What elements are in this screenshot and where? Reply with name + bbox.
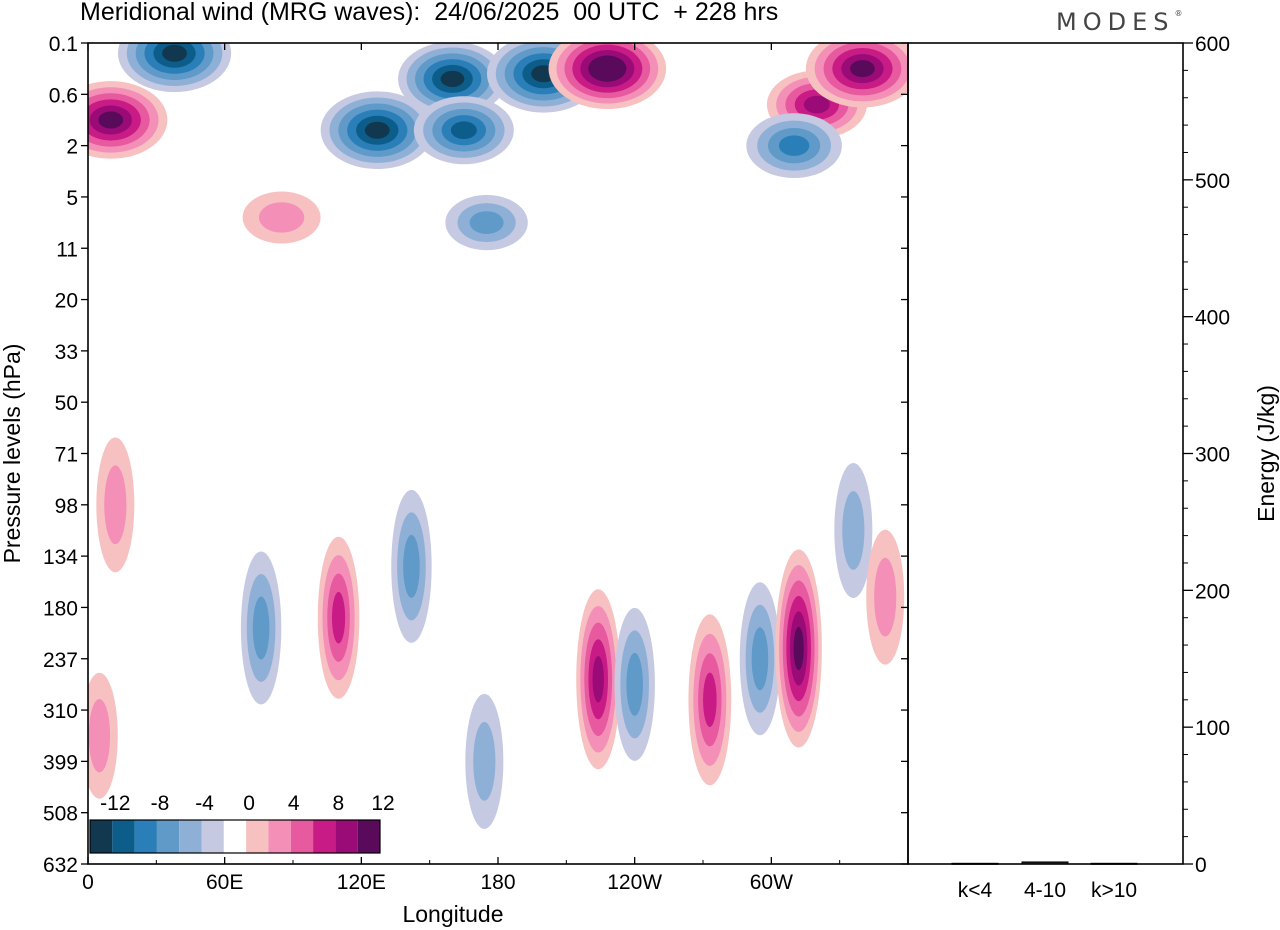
field-contour [596, 61, 619, 77]
y-tick-label: 632 [43, 854, 78, 877]
chart-title: Meridional wind (MRG waves): 24/06/2025 … [80, 0, 779, 26]
y-tick-label: 98 [55, 495, 78, 518]
energy-category-label: k>10 [1091, 879, 1137, 902]
field-contour [258, 202, 305, 233]
energy-tick-label: 200 [1195, 580, 1230, 603]
field-contour [778, 135, 810, 156]
field-contour [842, 491, 865, 570]
colorbar-swatch [335, 820, 358, 853]
field-contour [469, 211, 504, 234]
colorbar-label: -12 [100, 792, 130, 815]
field-contour [793, 626, 804, 671]
field-contour [751, 627, 769, 691]
field-contour [252, 596, 270, 660]
x-tick-label: 60W [750, 871, 793, 894]
energy-axis-label: Energy (J/kg) [1253, 385, 1279, 522]
energy-category-label: 4-10 [1024, 879, 1066, 902]
energy-tick-label: 300 [1195, 444, 1230, 467]
energy-category-label: k<4 [958, 879, 993, 902]
field-contour [440, 70, 465, 88]
registered-mark: ® [1174, 9, 1183, 18]
y-tick-label: 508 [43, 803, 78, 826]
energy-tick-label: 500 [1195, 170, 1230, 193]
heatmap-field [88, 43, 908, 829]
colorbar-swatch [246, 820, 269, 853]
energy-bar [1090, 862, 1138, 865]
colorbar-swatch [313, 820, 336, 853]
colorbar-label: 4 [288, 792, 300, 815]
x-tick-label: 60E [206, 871, 243, 894]
x-tick-label: 120E [337, 871, 386, 894]
y-tick-label: 33 [55, 341, 78, 364]
x-tick-label: 180 [480, 871, 515, 894]
field-contour [162, 44, 187, 62]
y-tick-label: 2 [66, 136, 78, 159]
y-tick-label: 399 [43, 751, 78, 774]
colorbar-swatch [112, 820, 135, 853]
modes-logo: MODES® [1056, 8, 1183, 36]
colorbar-swatch [268, 820, 291, 853]
colorbar-swatch [156, 820, 180, 853]
field-contour [331, 591, 346, 644]
colorbar-swatch [223, 820, 247, 853]
y-tick-label: 50 [55, 392, 78, 415]
colorbar-frame [89, 819, 381, 854]
colorbar-swatch [134, 820, 157, 853]
y-tick-label: 237 [43, 649, 78, 672]
energy-tick-label: 0 [1195, 854, 1207, 877]
y-tick-label: 0.6 [49, 84, 78, 107]
y-tick-label: 180 [43, 597, 78, 620]
x-axis-label: Longitude [402, 901, 503, 927]
field-contour [874, 557, 897, 637]
colorbar-label: 0 [243, 792, 255, 815]
colorbar-label: -8 [151, 792, 170, 815]
field-contour [88, 699, 111, 773]
colorbar-swatch [179, 820, 202, 853]
x-tick-label: 0 [82, 871, 94, 894]
energy-panel-frame [907, 42, 1184, 865]
field-contour [450, 121, 477, 140]
field-contour [850, 60, 875, 78]
colorbar-label: 12 [371, 792, 394, 815]
field-contour [104, 465, 127, 545]
x-tick-label: 120W [607, 871, 662, 894]
y-axis-label: Pressure levels (hPa) [0, 344, 25, 564]
colorbar-swatch [90, 820, 113, 853]
field-contour [703, 672, 717, 727]
colorbar-swatch [357, 820, 380, 853]
y-tick-label: 0.1 [49, 33, 78, 56]
colorbar-label: -4 [195, 792, 214, 815]
y-tick-label: 71 [55, 444, 78, 467]
colorbar-label: 8 [333, 792, 345, 815]
energy-bar [1021, 861, 1069, 865]
y-tick-label: 134 [43, 546, 78, 569]
energy-tick-label: 600 [1195, 33, 1230, 56]
field-contour [473, 721, 496, 801]
field-contour [98, 111, 124, 129]
y-tick-label: 20 [55, 290, 78, 313]
field-contour [364, 121, 390, 139]
colorbar-swatch [201, 820, 224, 853]
y-tick-label: 11 [56, 238, 78, 261]
energy-bar [951, 862, 999, 865]
energy-tick-label: 400 [1195, 307, 1230, 330]
field-contour [626, 652, 643, 716]
colorbar-swatch [290, 820, 314, 853]
energy-tick-label: 100 [1195, 717, 1230, 740]
field-contour [592, 655, 604, 703]
y-tick-label: 5 [66, 187, 78, 210]
field-contour [403, 534, 420, 598]
field-contour [803, 95, 830, 114]
y-tick-label: 310 [43, 700, 78, 723]
